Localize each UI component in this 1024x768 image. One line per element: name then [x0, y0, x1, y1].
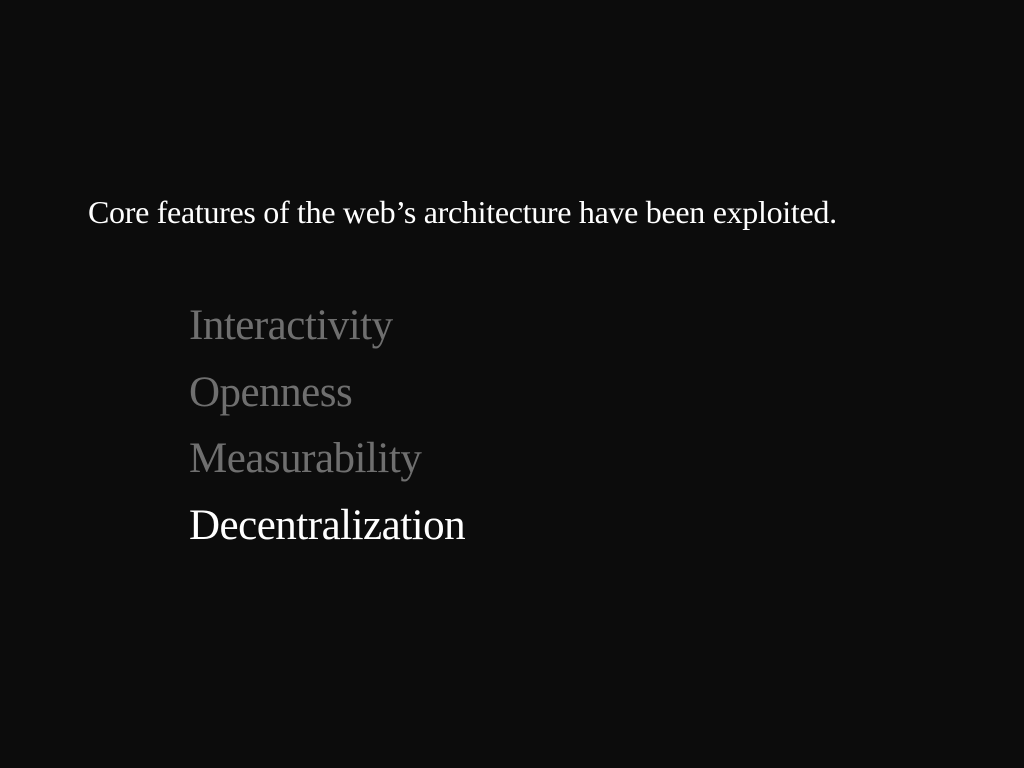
- feature-list: Interactivity Openness Measurability Dec…: [189, 293, 466, 559]
- list-item-decentralization: Decentralization: [189, 501, 466, 549]
- slide-headline: Core features of the web’s architecture …: [88, 194, 837, 230]
- list-item-openness: Openness: [189, 368, 353, 416]
- list-item-measurability: Measurability: [189, 435, 422, 482]
- list-item-interactivity: Interactivity: [189, 302, 393, 349]
